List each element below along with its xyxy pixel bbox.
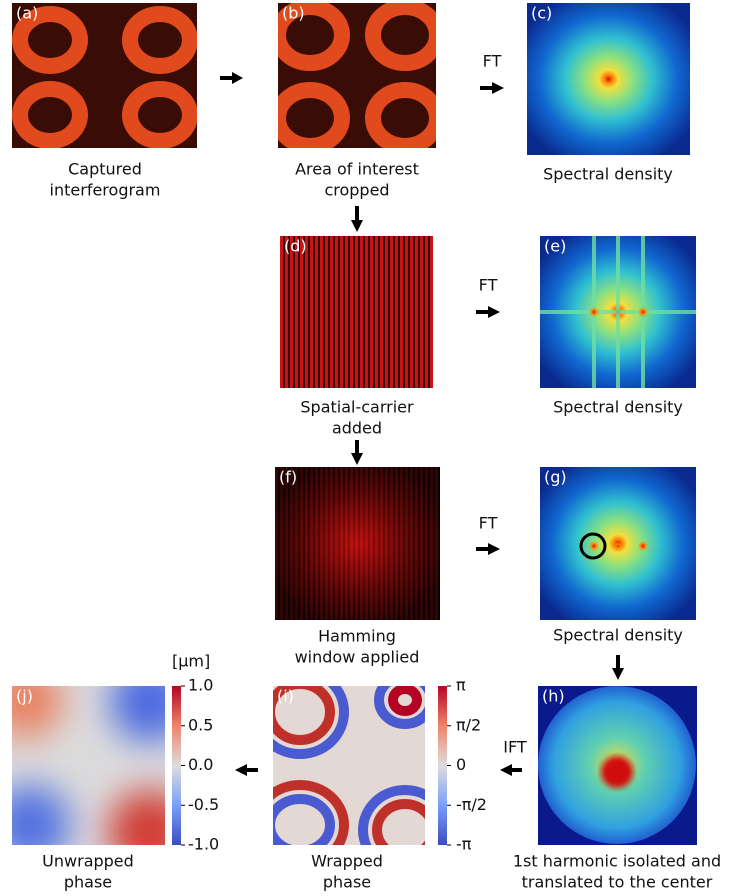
colorbar xyxy=(172,686,181,845)
caption: phase xyxy=(64,873,112,892)
tick-label: -0.5 xyxy=(188,795,219,814)
panel-label: (c) xyxy=(531,4,552,23)
panel-label: (e) xyxy=(544,237,566,256)
caption: Captured xyxy=(68,160,142,179)
panel-label: (j) xyxy=(16,687,33,706)
spectrum-image xyxy=(527,3,690,155)
spectrum-image xyxy=(540,467,696,620)
hamming-image xyxy=(275,467,440,620)
carrier-image xyxy=(280,236,433,388)
figure: FT FT FT IFT [μm] (a) Captured interferogr… xyxy=(0,0,745,896)
caption: 1st harmonic isolated and xyxy=(513,852,721,871)
cropped-image xyxy=(278,3,437,148)
caption: phase xyxy=(323,873,371,892)
tick-label: 0 xyxy=(456,755,466,774)
tick-label: 0.5 xyxy=(188,715,213,734)
spectrum-image xyxy=(540,236,696,388)
panel-label: (i) xyxy=(277,687,294,706)
caption: window applied xyxy=(295,648,420,667)
caption: Hamming xyxy=(318,627,396,646)
tick-label: -π xyxy=(456,835,472,854)
colorbar xyxy=(438,686,447,845)
caption: Spectral density xyxy=(543,165,673,184)
tick-label: 1.0 xyxy=(188,676,213,695)
panel-label: (f) xyxy=(279,468,297,487)
tick-label: -π/2 xyxy=(456,795,487,814)
caption: Spectral density xyxy=(553,626,683,645)
interferogram-image xyxy=(12,3,197,148)
tick-label: 0.0 xyxy=(188,755,213,774)
colorbar-unit: [μm] xyxy=(172,652,210,671)
caption: interferogram xyxy=(50,181,161,200)
caption: cropped xyxy=(324,181,389,200)
arrow-label: IFT xyxy=(503,738,527,757)
caption: Area of interest xyxy=(295,160,419,179)
tick-label: π xyxy=(456,676,466,695)
panel-label: (a) xyxy=(16,4,38,23)
tick-label: -1.0 xyxy=(188,835,219,854)
caption: translated to the center xyxy=(522,873,713,892)
arrow-label: FT xyxy=(479,276,498,295)
tick-label: π/2 xyxy=(456,715,481,734)
caption: Spectral density xyxy=(553,398,683,417)
caption: added xyxy=(332,419,382,438)
panel-label: (d) xyxy=(284,237,307,256)
panel-label: (g) xyxy=(544,468,567,487)
caption: Spatial-carrier xyxy=(300,398,414,417)
arrow-label: FT xyxy=(479,514,498,533)
caption: Wrapped xyxy=(311,852,383,871)
harmonic-image xyxy=(538,686,697,845)
arrow-label: FT xyxy=(483,52,502,71)
panel-label: (h) xyxy=(542,687,565,706)
panel-label: (b) xyxy=(282,4,305,23)
caption: Unwrapped xyxy=(42,852,134,871)
